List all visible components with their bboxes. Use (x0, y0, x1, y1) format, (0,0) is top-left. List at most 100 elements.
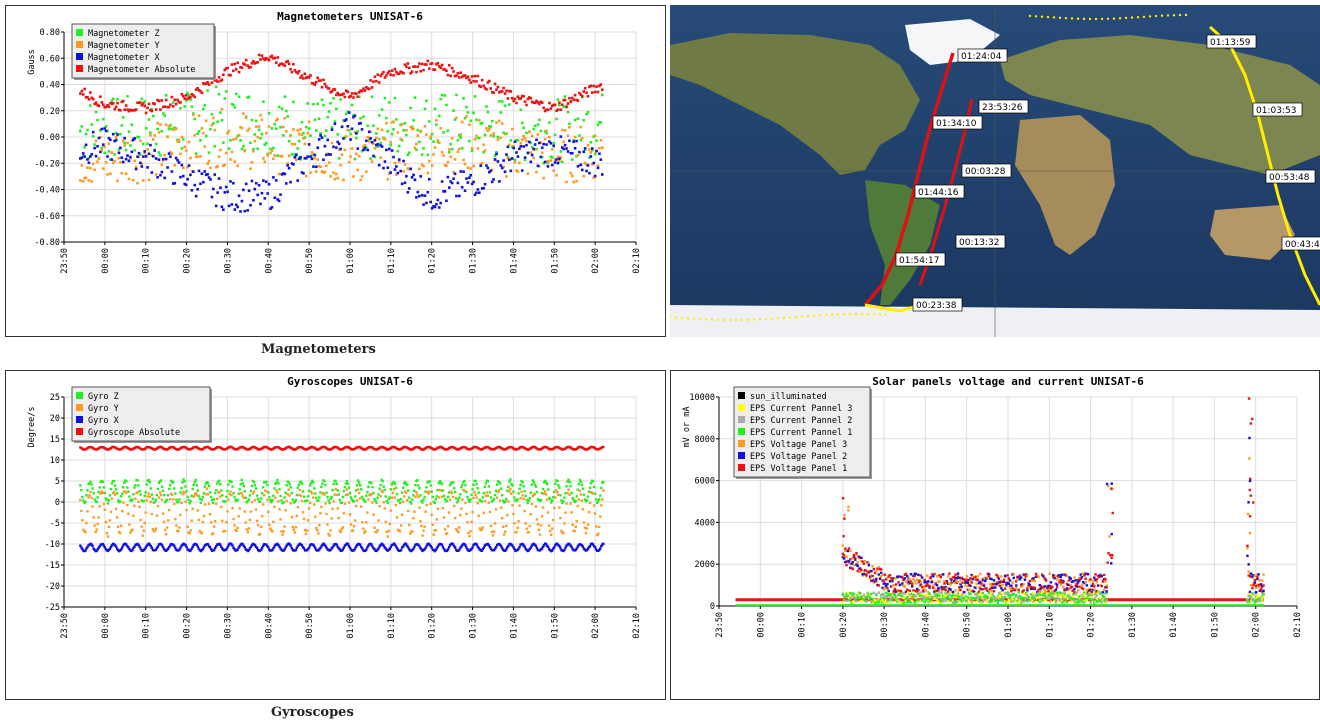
data-point (528, 524, 531, 528)
data-point (1044, 595, 1048, 599)
data-point (406, 544, 409, 548)
data-point (323, 134, 327, 138)
timestamp-box (978, 99, 1029, 114)
data-point (403, 490, 407, 493)
data-point (906, 575, 909, 578)
data-point (252, 490, 256, 493)
data-point (488, 170, 491, 174)
data-point (881, 573, 884, 576)
data-point (450, 491, 454, 495)
data-point (571, 523, 574, 527)
data-point (586, 111, 590, 114)
data-point (253, 133, 257, 136)
data-point (572, 498, 575, 502)
data-point (959, 588, 962, 592)
data-point (920, 595, 924, 598)
data-point (365, 139, 368, 143)
data-point (846, 549, 850, 553)
data-point (538, 533, 542, 536)
data-point (196, 509, 200, 512)
data-point (379, 156, 382, 160)
data-point (378, 487, 381, 490)
data-point (306, 102, 310, 105)
data-point (1003, 592, 1007, 595)
data-point (567, 478, 570, 482)
data-point (486, 494, 490, 497)
data-point (427, 120, 431, 123)
data-point (377, 137, 381, 141)
data-point (509, 487, 512, 491)
data-point (290, 546, 293, 550)
data-point (403, 163, 407, 166)
data-point (1065, 595, 1069, 598)
data-point (347, 501, 351, 504)
data-point (1058, 579, 1061, 582)
data-point (479, 85, 483, 89)
data-point (578, 489, 582, 492)
data-point (883, 598, 887, 601)
data-point (472, 180, 475, 184)
data-point (955, 578, 959, 581)
data-point (263, 143, 267, 147)
data-point (908, 581, 911, 585)
data-point (922, 595, 925, 598)
data-point (956, 592, 960, 595)
continents (670, 19, 1320, 337)
data-point (88, 482, 91, 485)
data-point (429, 200, 432, 204)
data-point (263, 160, 267, 164)
data-point (981, 591, 985, 595)
data-point (178, 548, 181, 551)
data-point (858, 600, 862, 603)
data-point (525, 498, 528, 502)
data-point (184, 94, 188, 97)
data-point (401, 500, 405, 504)
data-point (320, 485, 323, 489)
data-point (104, 497, 108, 500)
data-point (1029, 596, 1033, 600)
data-point (940, 593, 944, 596)
data-point (558, 157, 561, 161)
data-point (568, 96, 571, 100)
data-point (523, 490, 526, 493)
data-point (960, 595, 963, 598)
timestamp-text: 01:03:53 (1256, 106, 1296, 116)
data-point (570, 96, 574, 100)
data-point (929, 576, 932, 580)
data-point (902, 596, 905, 600)
data-point (356, 479, 360, 482)
data-point (986, 576, 989, 579)
data-point (455, 194, 458, 198)
data-point (519, 483, 522, 487)
timestamp-box (955, 234, 1006, 249)
magnetometer-chart: -0.80-0.60-0.40-0.200.000.200.400.600.80… (27, 10, 642, 274)
data-point (276, 491, 279, 494)
data-point (536, 523, 540, 526)
data-point (915, 578, 919, 582)
data-point (174, 518, 177, 521)
data-point (990, 586, 993, 589)
data-point (228, 492, 231, 496)
data-point (849, 566, 852, 569)
data-point (403, 181, 407, 185)
data-point (434, 497, 437, 501)
data-point (870, 579, 873, 583)
data-point (110, 151, 114, 154)
data-point (485, 87, 488, 91)
data-point (498, 499, 502, 502)
data-point (272, 546, 275, 550)
data-point (1048, 586, 1051, 589)
data-point (533, 148, 537, 152)
data-point (159, 479, 163, 482)
data-point (929, 581, 932, 584)
data-point (133, 148, 136, 152)
data-point (270, 127, 274, 130)
data-point (405, 174, 408, 178)
data-point (121, 160, 125, 164)
data-point (233, 208, 237, 211)
data-point (985, 595, 988, 599)
data-point (893, 595, 897, 599)
data-point (382, 70, 385, 74)
x-tick-label: 00:50 (305, 248, 315, 274)
data-point (465, 177, 468, 180)
